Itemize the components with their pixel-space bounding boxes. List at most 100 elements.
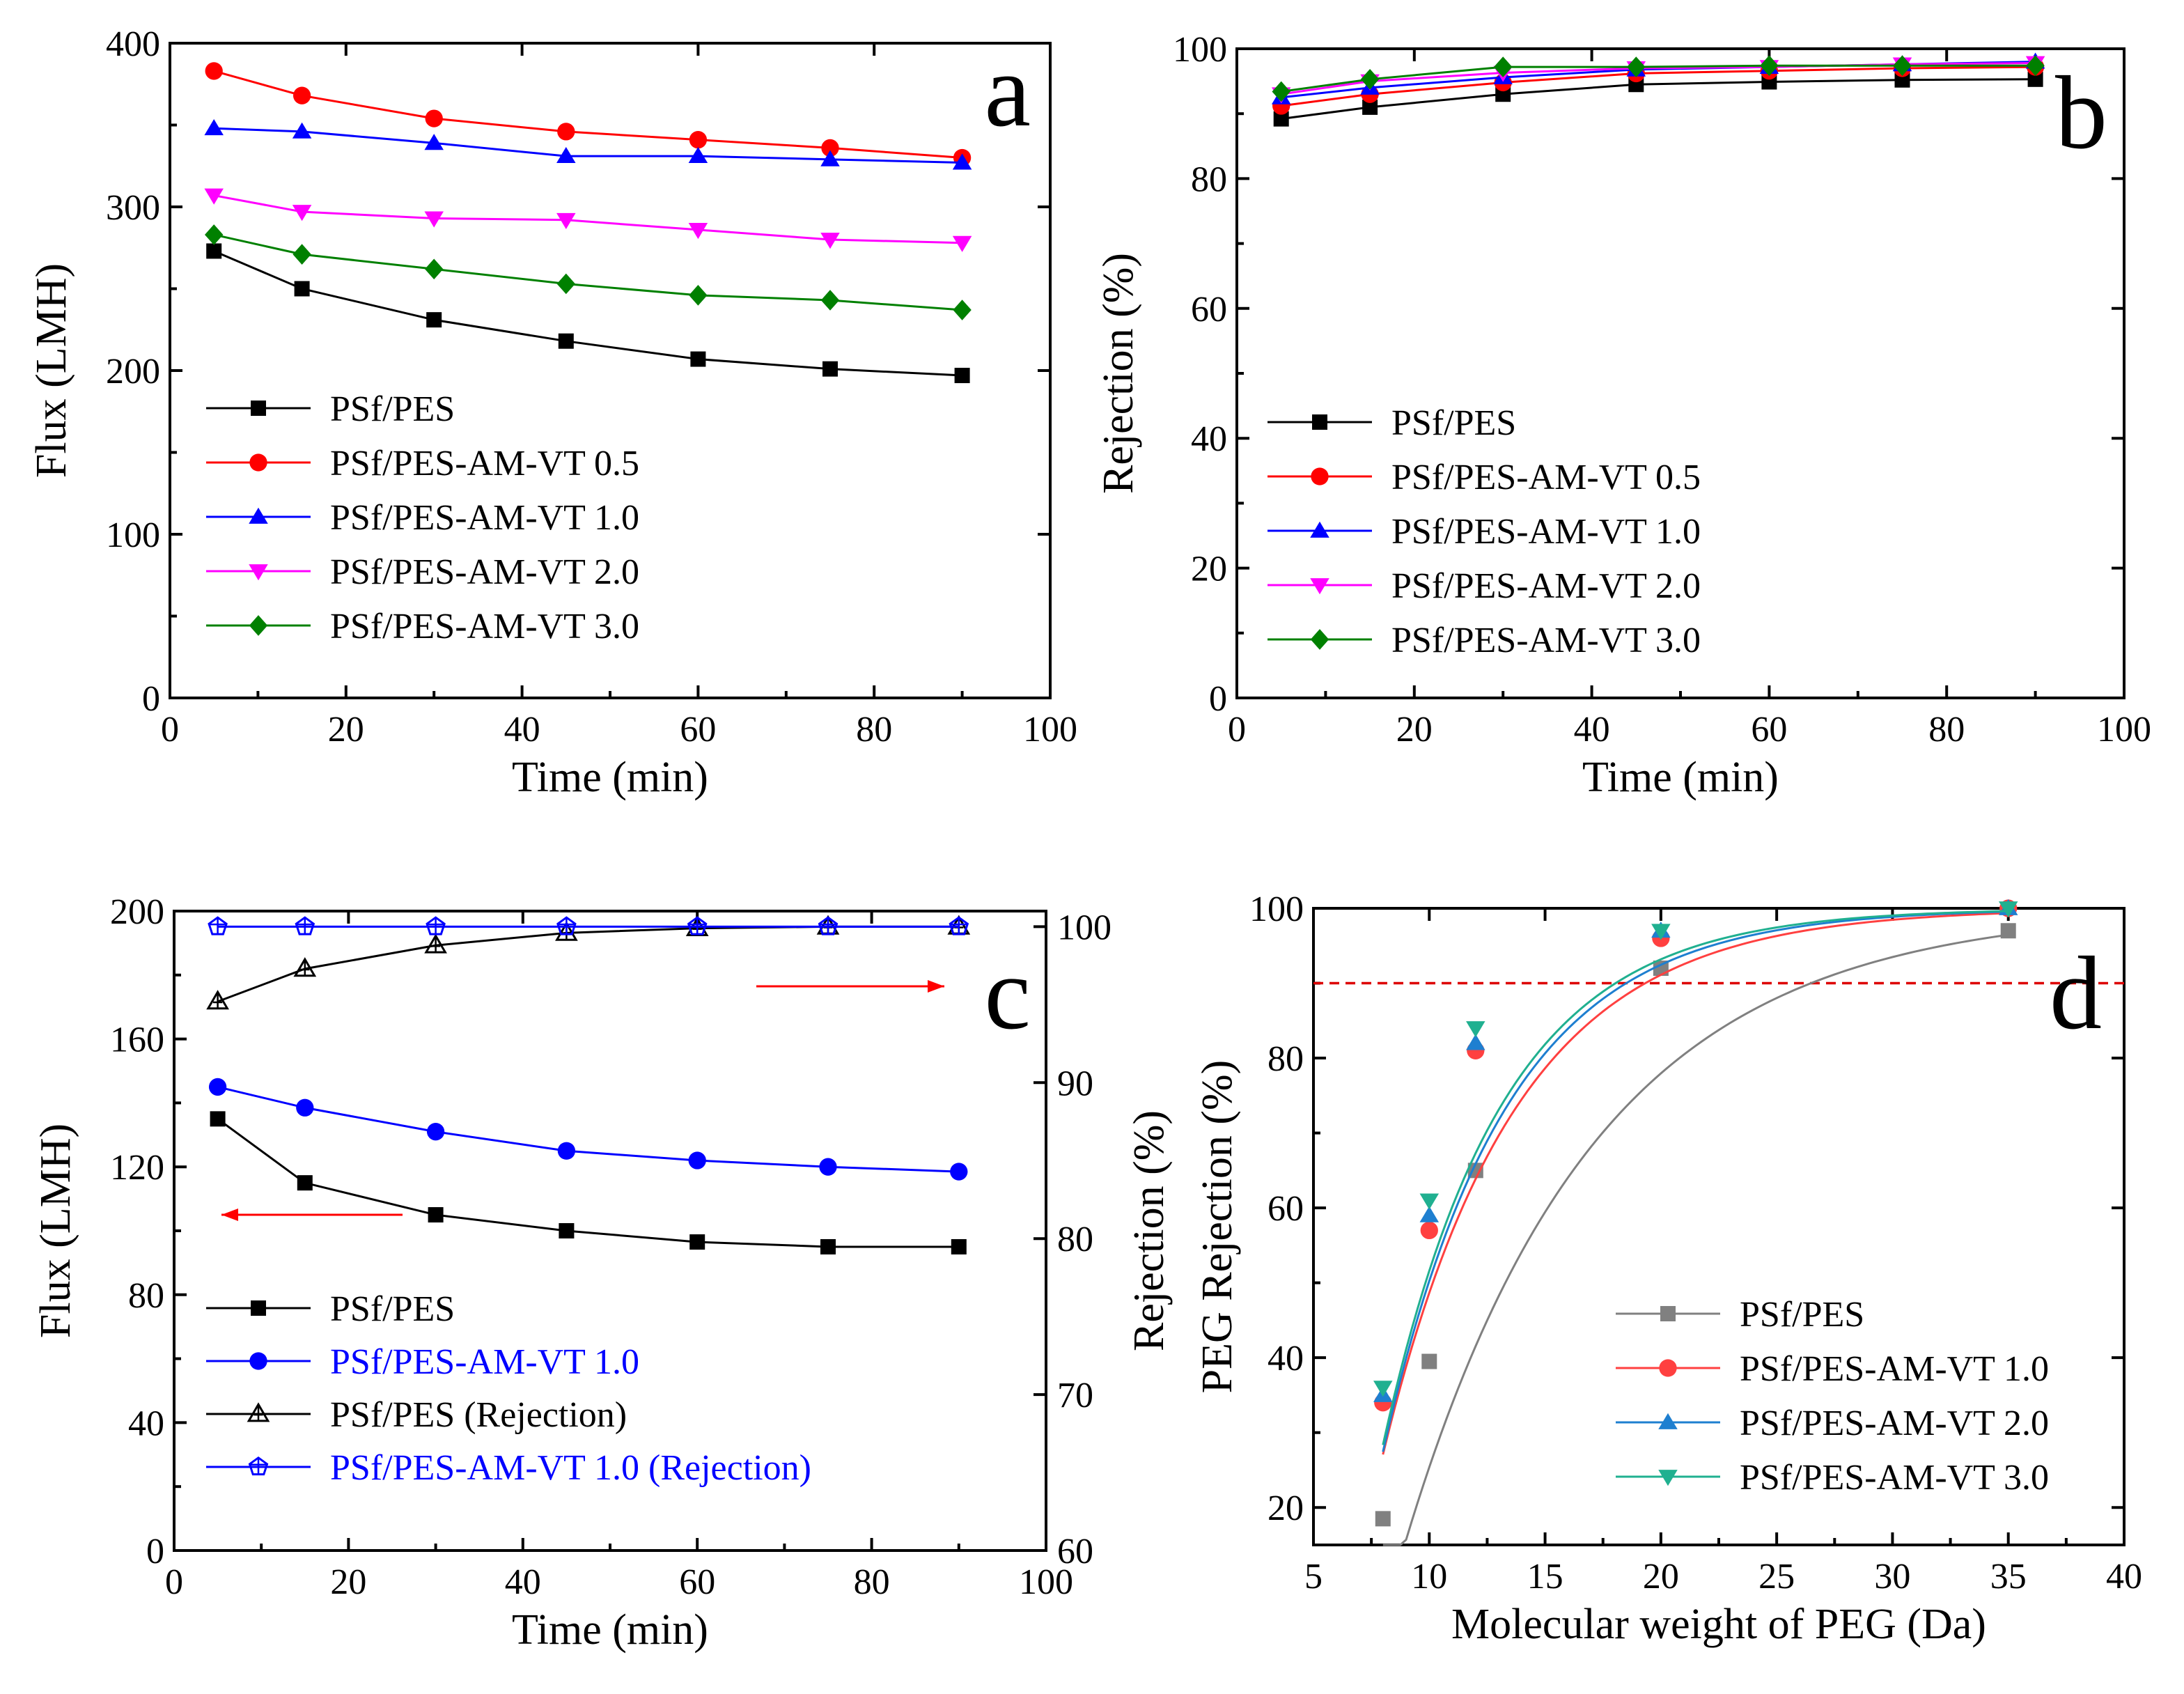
data-point — [557, 1142, 576, 1160]
data-point — [1420, 1221, 1438, 1240]
x-tick-label: 20 — [330, 1562, 366, 1602]
y-axis-title: Flux (LMH) — [32, 1124, 79, 1338]
y-right-axis-title: Rejection (%) — [1125, 1110, 1173, 1351]
series-0 — [206, 243, 970, 384]
data-point — [820, 1238, 836, 1254]
x-tick-label: 60 — [680, 710, 716, 749]
x-tick-label: 5 — [1304, 1557, 1323, 1596]
legend-label: PSf/PES — [1391, 403, 1516, 443]
x-tick-label: 25 — [1758, 1557, 1795, 1596]
x-tick-label: 35 — [1990, 1557, 2027, 1596]
x-tick-label: 15 — [1527, 1557, 1563, 1596]
series-3 — [204, 188, 972, 252]
y-tick-label: 0 — [146, 1532, 164, 1571]
legend: PSf/PES PSf/PES-AM-VT 1.0 PSf/PES-AM-VT 2.… — [1616, 1295, 2049, 1498]
legend-label: PSf/PES-AM-VT 3.0 — [1391, 621, 1701, 660]
data-point — [822, 361, 838, 377]
y-right-tick-label: 90 — [1057, 1064, 1093, 1103]
data-point — [208, 1078, 227, 1096]
data-point — [820, 290, 840, 311]
x-tick-label: 40 — [1574, 710, 1610, 749]
series-line — [1382, 910, 2008, 1452]
legend-label: PSf/PES — [330, 389, 455, 429]
annotation-arrowhead — [221, 1209, 238, 1221]
data-point — [1273, 111, 1289, 127]
data-point — [205, 224, 224, 245]
legend: PSf/PES PSf/PES-AM-VT 0.5 PSf/PES-AM-VT 1.… — [1268, 403, 1701, 660]
series-2 — [206, 915, 971, 1010]
y-axis-title: Rejection (%) — [1095, 253, 1142, 494]
data-point — [951, 1238, 967, 1254]
legend-label: PSf/PES-AM-VT 1.0 — [1740, 1349, 2049, 1389]
data-point — [952, 235, 972, 252]
data-point — [821, 139, 839, 157]
legend-marker — [1310, 578, 1329, 595]
series-line — [213, 70, 962, 159]
series-line — [217, 1085, 959, 1173]
data-point — [1760, 55, 1779, 77]
data-point — [1419, 1206, 1440, 1222]
legend-label: PSf/PES-AM-VT 1.0 (Rejection) — [330, 1448, 811, 1488]
x-tick-label: 40 — [504, 710, 540, 749]
data-point — [1466, 1034, 1485, 1050]
legend-label: PSf/PES-AM-VT 1.0 — [330, 498, 639, 538]
series-3 — [208, 916, 969, 935]
data-point — [204, 119, 224, 136]
data-point — [424, 211, 444, 228]
data-point — [688, 146, 708, 164]
data-point — [1419, 1193, 1440, 1210]
panel-b: 0 20 40 60 80 100 0 20 40 60 80 100 Time (min) Reject… — [1095, 30, 2151, 801]
legend-label: PSf/PES-AM-VT 0.5 — [1391, 458, 1701, 497]
data-point — [952, 153, 972, 170]
legend-label: PSf/PES-AM-VT 2.0 — [1740, 1404, 2049, 1443]
series-line — [217, 925, 959, 1003]
data-point — [292, 244, 311, 265]
x-tick-label: 20 — [1396, 710, 1433, 749]
legend-label: PSf/PES-AM-VT 1.0 — [330, 1342, 639, 1382]
data-point — [820, 150, 840, 166]
series-2 — [204, 119, 972, 170]
data-point — [556, 146, 576, 164]
panel-a: 0 20 40 60 80 100 0 100 200 300 400 Time (min) Flux … — [28, 24, 1077, 801]
data-point — [688, 1151, 706, 1170]
data-point — [690, 351, 706, 367]
x-tick-label: 0 — [165, 1562, 183, 1602]
x-tick-label: 40 — [2106, 1557, 2142, 1596]
y-tick-label: 100 — [1249, 889, 1304, 929]
x-tick-label: 80 — [854, 1562, 890, 1602]
legend-marker — [1658, 1413, 1678, 1429]
data-point — [210, 1111, 226, 1127]
y-tick-label: 160 — [110, 1020, 164, 1060]
y-tick-label: 0 — [1209, 679, 1227, 719]
x-tick-label: 60 — [1751, 710, 1787, 749]
panel-letter: d — [2050, 935, 2102, 1051]
y-tick-label: 20 — [1191, 550, 1227, 589]
x-tick-label: 100 — [1019, 1562, 1073, 1602]
x-axis-title: Time (min) — [512, 754, 708, 801]
series-line — [217, 1118, 959, 1248]
x-tick-label: 10 — [1411, 1557, 1447, 1596]
series-4 — [1272, 55, 2045, 102]
data-point — [1466, 1021, 1485, 1038]
y-axis-title: Flux (LMH) — [28, 263, 75, 478]
y-tick-label: 80 — [1268, 1039, 1304, 1079]
data-point — [206, 243, 222, 259]
y-axis-title: PEG Rejection (%) — [1194, 1060, 1241, 1394]
series-4 — [205, 224, 972, 320]
series-1 — [205, 62, 972, 167]
legend-marker — [1660, 1306, 1676, 1321]
y-tick-label: 80 — [1191, 160, 1227, 199]
y-right-tick-label: 70 — [1057, 1376, 1093, 1415]
y-tick-label: 20 — [1268, 1489, 1304, 1528]
y-tick-label: 80 — [128, 1276, 164, 1316]
series-line — [213, 233, 962, 311]
data-point — [1360, 68, 1380, 90]
series-0 — [1273, 71, 2043, 127]
panel-letter: a — [984, 33, 1031, 148]
data-point — [292, 86, 311, 104]
legend-label: PSf/PES-AM-VT 1.0 — [1391, 512, 1701, 552]
data-point — [1893, 55, 1912, 77]
data-point — [689, 1234, 705, 1250]
legend-label: PSf/PES-AM-VT 2.0 — [1391, 566, 1701, 606]
